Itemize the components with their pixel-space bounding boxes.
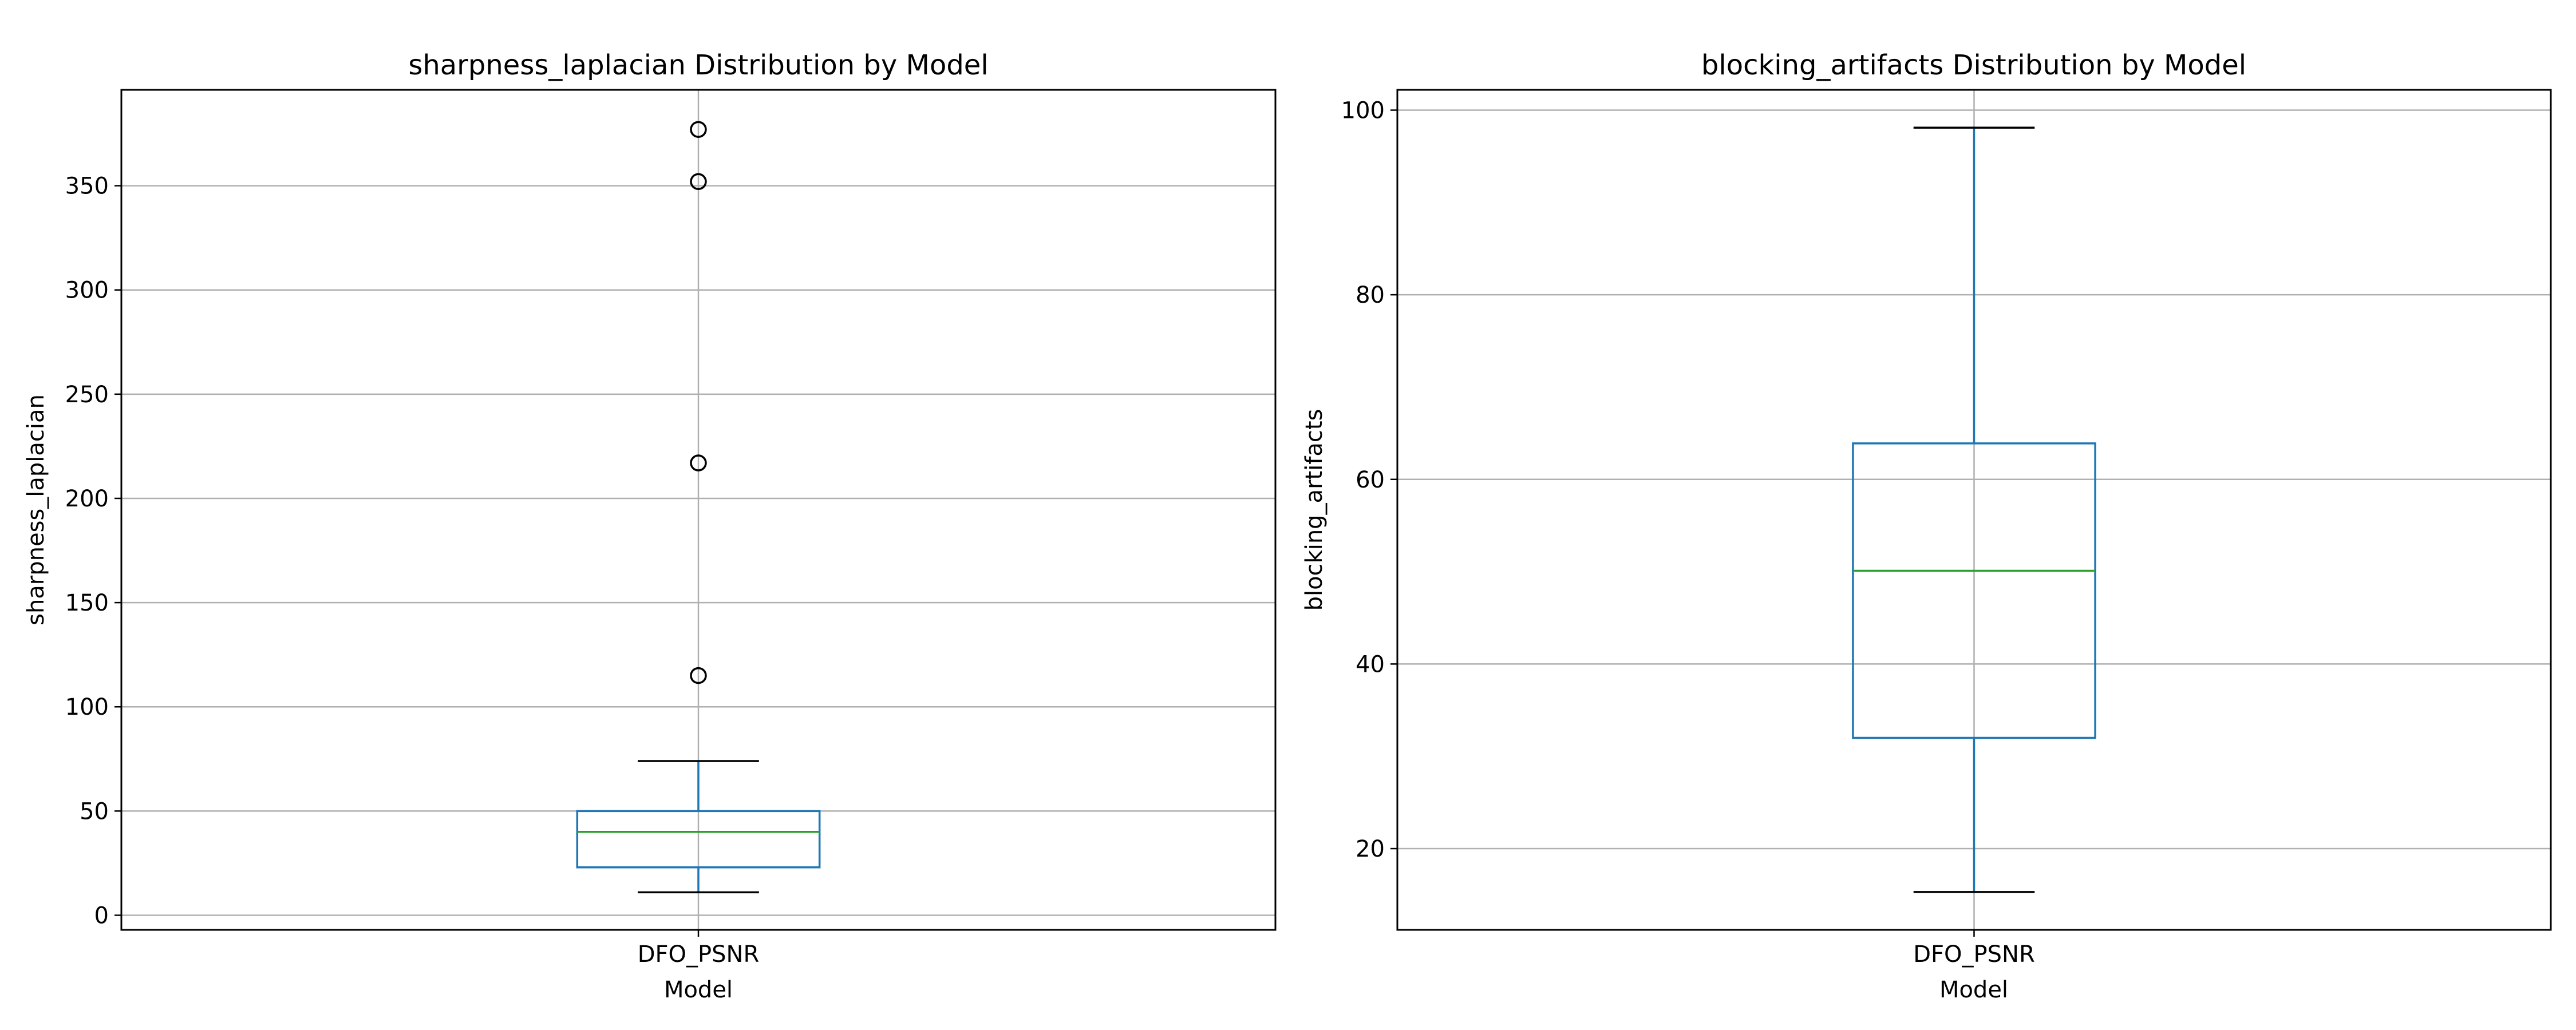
- gridlines: [1397, 90, 2551, 930]
- box-marks: [576, 121, 821, 894]
- box-iqr: [576, 810, 821, 869]
- y-tick-label: 200: [65, 486, 109, 512]
- y-tick-label: 0: [94, 903, 109, 929]
- x-tick-label: DFO_PSNR: [638, 941, 760, 968]
- y-tick-label: 100: [65, 694, 109, 720]
- x-tick-label: DFO_PSNR: [1913, 941, 2035, 968]
- y-tick-label: 100: [1341, 97, 1385, 124]
- y-axis: 0 50 100 150 200 250 300 350: [65, 173, 121, 929]
- y-tick-label: 150: [65, 590, 109, 616]
- sharpness-chart: sharpness_laplacian Distribution by Mode…: [23, 49, 1277, 1003]
- y-tick-label: 80: [1356, 282, 1385, 308]
- outlier-point: [690, 121, 707, 138]
- x-axis: DFO_PSNR: [638, 930, 760, 968]
- y-axis: 20 40 60 80 100: [1341, 97, 1397, 862]
- outlier-point: [690, 667, 707, 684]
- outlier-point: [690, 173, 707, 191]
- x-axis-label: Model: [664, 977, 733, 1003]
- chart-title: blocking_artifacts Distribution by Model: [1701, 49, 2246, 81]
- y-tick-label: 50: [80, 798, 109, 825]
- x-axis-label: Model: [1939, 977, 2008, 1003]
- y-tick-label: 20: [1356, 836, 1385, 862]
- y-tick-label: 350: [65, 173, 109, 200]
- y-axis-label: blocking_artifacts: [1301, 409, 1327, 611]
- y-tick-label: 40: [1356, 651, 1385, 678]
- x-axis: DFO_PSNR: [1913, 930, 2035, 968]
- y-tick-label: 300: [65, 278, 109, 304]
- blocking-chart: blocking_artifacts Distribution by Model…: [1301, 49, 2552, 1003]
- box-iqr: [1852, 442, 2096, 739]
- box-marks: [1852, 126, 2096, 893]
- chart-title: sharpness_laplacian Distribution by Mode…: [408, 49, 988, 81]
- y-tick-label: 60: [1356, 467, 1385, 493]
- y-axis-label: sharpness_laplacian: [23, 394, 49, 625]
- y-tick-label: 250: [65, 382, 109, 408]
- outlier-point: [690, 454, 707, 472]
